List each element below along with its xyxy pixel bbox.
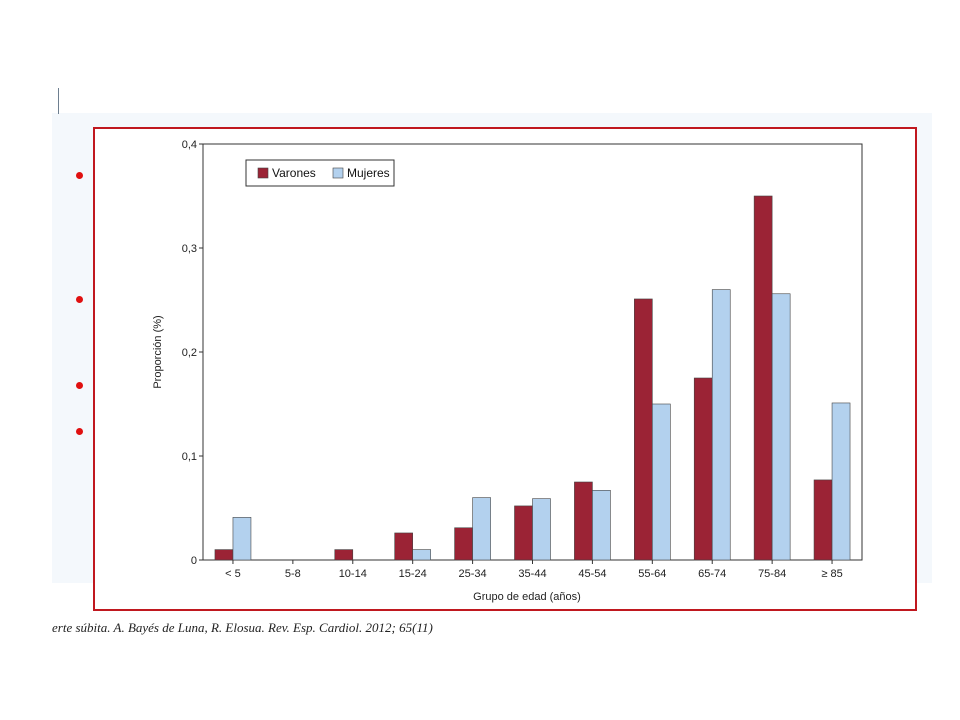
bullet-dot (76, 172, 83, 179)
x-tick-label: 75-84 (758, 568, 786, 580)
x-tick-label: 25-34 (459, 568, 487, 580)
legend-box (245, 159, 395, 187)
legend-label-mujeres: Mujeres (347, 166, 390, 180)
bar-varones (753, 195, 773, 561)
bullet-dot (76, 382, 83, 389)
bar-varones (574, 481, 593, 561)
bar-mujeres (771, 293, 791, 561)
source-citation: erte súbita. A. Bayés de Luna, R. Elosua… (52, 620, 433, 635)
bar-mujeres (831, 402, 851, 561)
bar-mujeres (592, 490, 611, 561)
bullet-dot (76, 296, 83, 303)
bar-varones (214, 549, 234, 561)
y-tick-label: 0,4 (182, 139, 197, 151)
x-tick-label: 45-54 (578, 568, 606, 580)
bar-mujeres (532, 498, 551, 561)
y-tick-label: 0,1 (182, 451, 197, 463)
bar-varones (514, 505, 533, 561)
bar-varones (634, 298, 653, 561)
x-tick-label: 5-8 (285, 568, 301, 580)
bar-mujeres (652, 403, 671, 561)
bar-varones (813, 479, 833, 561)
y-tick-label: 0 (191, 555, 197, 567)
x-tick-label: < 5 (225, 568, 241, 580)
legend-swatch-varones (257, 167, 269, 179)
bar-mujeres (711, 289, 731, 561)
legend-label-varones: Varones (272, 166, 316, 180)
bar-mujeres (472, 497, 491, 561)
y-axis-title: Proporción (%) (152, 315, 164, 388)
slide-divider-line (58, 88, 59, 114)
bar-varones (693, 377, 713, 561)
x-axis-title: Grupo de edad (años) (473, 591, 581, 603)
bar-mujeres (232, 517, 252, 561)
y-tick-label: 0,3 (182, 243, 197, 255)
x-tick-label: 35-44 (518, 568, 546, 580)
bar-mujeres (412, 549, 431, 561)
legend-swatch-mujeres (332, 167, 344, 179)
x-tick-label: 65-74 (698, 568, 726, 580)
bar-varones (334, 549, 354, 561)
x-tick-label: ≥ 85 (821, 568, 842, 580)
y-tick-label: 0,2 (182, 347, 197, 359)
x-tick-label: 55-64 (638, 568, 666, 580)
x-tick-label: 10-14 (339, 568, 367, 580)
bullet-dot (76, 428, 83, 435)
bar-varones (394, 532, 413, 561)
x-tick-label: 15-24 (399, 568, 427, 580)
bar-varones (454, 527, 473, 561)
